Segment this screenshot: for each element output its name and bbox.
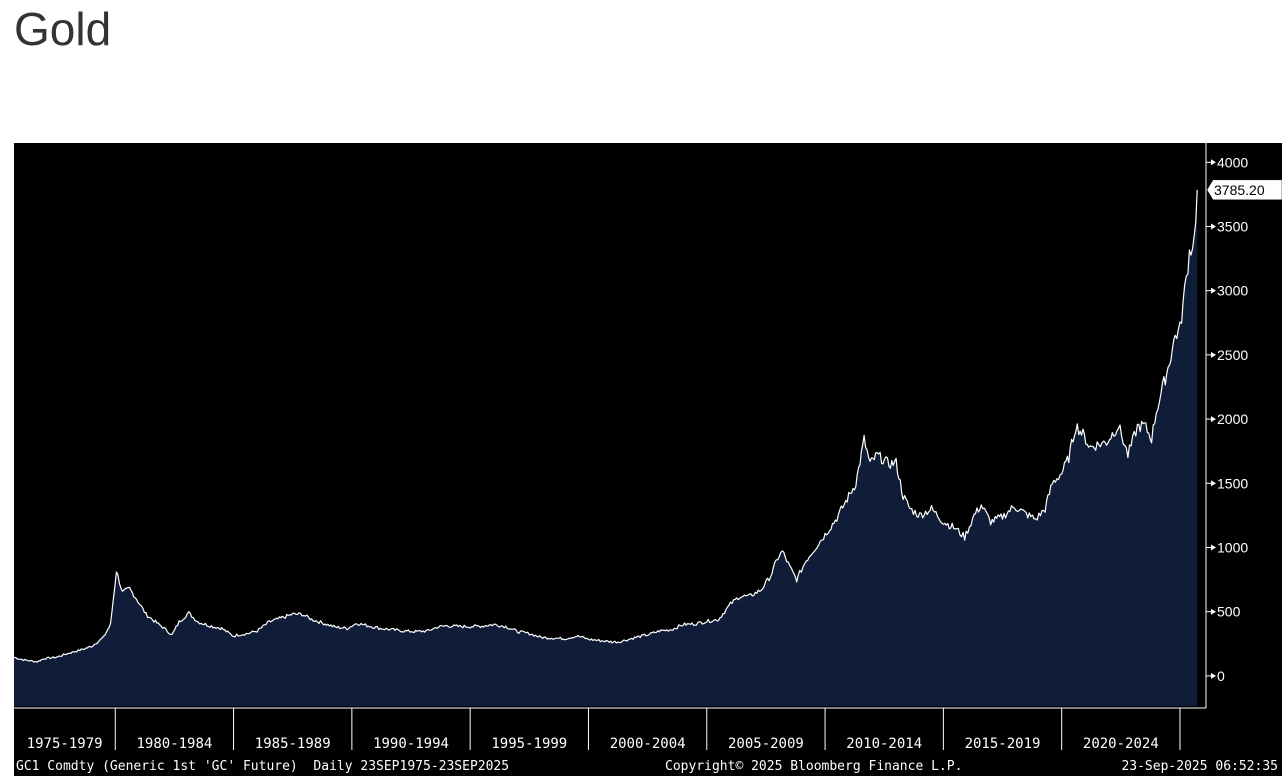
y-tick-arrow <box>1211 416 1216 423</box>
y-tick-label: 0 <box>1217 668 1225 684</box>
x-period-label: 2000-2004 <box>610 736 686 752</box>
footer-timestamp: 23-Sep-2025 06:52:35 <box>1121 759 1278 774</box>
y-tick-arrow <box>1211 480 1216 487</box>
x-axis: 1975-1979 1980-1984 1985-1989 1990-1994 1995… <box>27 708 1181 752</box>
footer-copyright: Copyright© 2025 Bloomberg Finance L.P. <box>665 759 962 774</box>
y-tick-label: 4000 <box>1217 154 1248 170</box>
x-period-label: 1990-1994 <box>373 736 449 752</box>
y-tick-label: 3000 <box>1217 283 1248 299</box>
series-line <box>13 189 1198 663</box>
y-tick-arrow <box>1211 287 1216 294</box>
x-period-label: 2020-2024 <box>1083 736 1159 752</box>
x-period-label: 2010-2014 <box>846 736 922 752</box>
y-axis: 0 500 1000 1500 2000 2500 3000 3500 4000 <box>1206 154 1248 684</box>
y-tick-arrow <box>1211 223 1216 230</box>
y-tick-arrow <box>1211 608 1216 615</box>
x-period-label: 1980-1984 <box>136 736 212 752</box>
y-tick-label: 2500 <box>1217 347 1248 363</box>
y-axis-band <box>1206 143 1282 708</box>
x-period-label: 1975-1979 <box>27 736 103 752</box>
series-area <box>14 189 1198 706</box>
page-title: Gold <box>14 3 112 55</box>
x-period-label: 1985-1989 <box>255 736 331 752</box>
last-value-marker: 3785.20 <box>1206 179 1282 201</box>
x-period-label: 2005-2009 <box>728 736 804 752</box>
y-tick-arrow <box>1211 544 1216 551</box>
y-tick-arrow <box>1211 351 1216 358</box>
y-tick-label: 1500 <box>1217 475 1248 491</box>
x-period-label: 2015-2019 <box>965 736 1041 752</box>
last-value-label: 3785.20 <box>1214 182 1265 198</box>
y-tick-label: 2000 <box>1217 411 1248 427</box>
footer-source: GC1 Comdty (Generic 1st 'GC' Future) Dai… <box>16 759 509 774</box>
y-tick-arrow <box>1211 159 1216 166</box>
x-axis-band <box>14 708 1282 776</box>
y-tick-label: 1000 <box>1217 539 1248 555</box>
y-tick-arrow <box>1211 672 1216 679</box>
series-layer <box>13 189 1198 706</box>
x-period-label: 1995-1999 <box>491 736 567 752</box>
y-tick-label: 500 <box>1217 604 1241 620</box>
last-value-box <box>1206 179 1282 201</box>
y-tick-label: 3500 <box>1217 218 1248 234</box>
